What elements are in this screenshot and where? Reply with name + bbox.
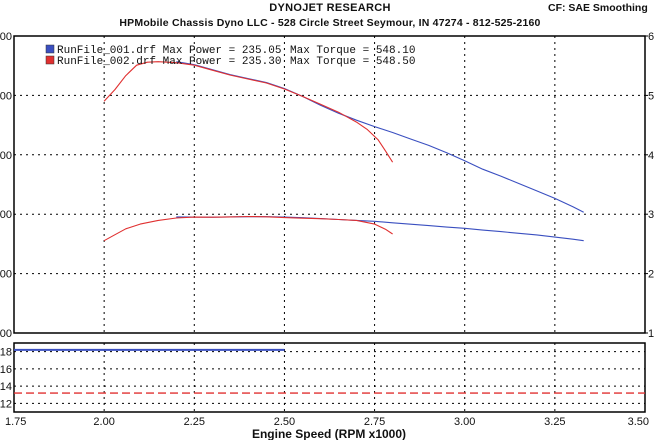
- afr-y-tick-label: 18: [0, 347, 12, 359]
- series-line-power-runfile002drf: [103, 215, 393, 242]
- chart-title: DYNOJET RESEARCH: [269, 2, 391, 14]
- series-line-torque-runfile002drf: [103, 61, 394, 163]
- afr-y-tick-label: 16: [0, 364, 12, 376]
- left-y-tick-label: 00: [0, 269, 12, 281]
- right-y-tick-label: 1: [648, 328, 654, 340]
- x-axis-title: Engine Speed (RPM x1000): [252, 427, 406, 440]
- chart-subtitle: HPMobile Chassis Dyno LLC - 528 Circle S…: [119, 17, 541, 29]
- x-tick-label: 2.75: [364, 416, 385, 428]
- legend-entry-label: RunFile_001.drf Max Power = 235.05: [57, 45, 281, 57]
- afr-y-tick-label: 14: [0, 381, 12, 393]
- afr-y-tick-label: 12: [0, 398, 12, 410]
- left-y-tick-label: 00: [0, 150, 12, 162]
- legend-swatch: [45, 55, 55, 65]
- right-y-tick-label: 6: [648, 31, 654, 43]
- legend-entry-torque: Max Torque = 548.50: [290, 56, 415, 68]
- legend-entry-torque: Max Torque = 548.10: [290, 45, 415, 57]
- main-plot-frame: [13, 35, 646, 334]
- x-tick-label: 2.25: [184, 416, 205, 428]
- right-y-tick-label: 2: [648, 269, 654, 281]
- x-tick-label: 3.25: [544, 416, 565, 428]
- right-y-tick-label: 3: [648, 209, 654, 221]
- left-y-tick-label: 00: [0, 209, 12, 221]
- x-tick-label: 2.50: [274, 416, 295, 428]
- legend-swatch: [45, 44, 55, 54]
- right-y-tick-label: 5: [648, 90, 654, 102]
- left-y-tick-label: 00: [0, 328, 12, 340]
- left-y-tick-label: 00: [0, 90, 12, 102]
- x-tick-label: 2.00: [93, 416, 114, 428]
- x-tick-label: 3.00: [454, 416, 475, 428]
- x-tick-label: 1.75: [5, 416, 26, 428]
- correction-factor-label: CF: SAE Smoothing: [548, 2, 648, 14]
- right-y-tick-label: 4: [648, 150, 654, 162]
- afr-plot-frame: [13, 342, 646, 413]
- legend-entry-label: RunFile_002.drf Max Power = 235.30: [57, 56, 281, 68]
- left-y-tick-label: 00: [0, 31, 12, 43]
- x-tick-label: 3.50: [628, 416, 649, 428]
